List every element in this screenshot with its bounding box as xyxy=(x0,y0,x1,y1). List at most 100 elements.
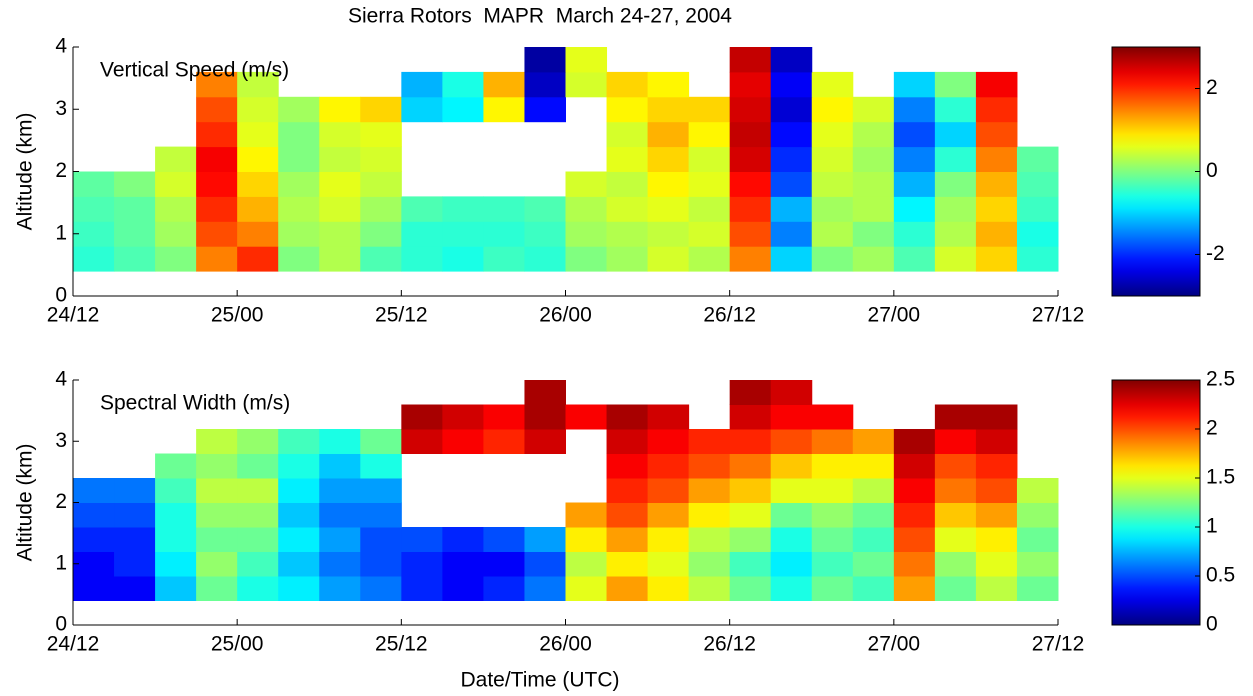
heatmap-cell xyxy=(565,404,608,430)
x-tick-label: 27/00 xyxy=(868,633,921,656)
heatmap-cell xyxy=(893,502,936,528)
heatmap-cell xyxy=(934,221,977,247)
heatmap-cell xyxy=(524,551,566,577)
heatmap-cell xyxy=(688,551,731,577)
heatmap-cell xyxy=(647,121,690,148)
x-tick-label: 27/00 xyxy=(868,304,921,327)
heatmap-cell xyxy=(975,453,1018,479)
heatmap-cell xyxy=(770,47,813,73)
heatmap-cell xyxy=(319,246,361,272)
heatmap-cell xyxy=(360,551,402,577)
y-tick-label: 4 xyxy=(55,368,67,391)
heatmap-cell xyxy=(360,478,402,503)
heatmap-cell xyxy=(524,96,566,123)
heatmap-cell xyxy=(114,246,156,272)
heatmap-cell xyxy=(1016,146,1059,172)
heatmap-cell xyxy=(893,576,936,601)
heatmap-cell xyxy=(73,246,115,272)
heatmap-cell xyxy=(647,527,690,552)
heatmap-cell xyxy=(688,429,731,454)
heatmap-cell xyxy=(319,453,361,479)
heatmap-cell xyxy=(237,551,279,577)
heatmap-cell xyxy=(975,146,1018,172)
heatmap-cell xyxy=(401,196,443,222)
heatmap-cell xyxy=(893,551,936,577)
heatmap-cell xyxy=(1016,221,1059,247)
heatmap-cell xyxy=(155,478,197,503)
heatmap-cell xyxy=(483,551,525,577)
heatmap-cell xyxy=(442,527,484,552)
heatmap-cell xyxy=(770,527,813,552)
heatmap-cell xyxy=(237,196,279,222)
heatmap-cell xyxy=(852,196,895,222)
heatmap-cell xyxy=(196,196,238,222)
heatmap-cell xyxy=(524,246,566,272)
heatmap-cell xyxy=(1016,246,1059,272)
heatmap-cell xyxy=(360,221,402,247)
heatmap-cell xyxy=(442,404,484,430)
colorbar xyxy=(1111,46,1201,297)
heatmap-cell xyxy=(688,246,731,272)
heatmap-cell xyxy=(237,576,279,601)
heatmap-cell xyxy=(729,551,772,577)
heatmap-cell xyxy=(893,246,936,272)
heatmap-cell xyxy=(278,146,320,172)
heatmap-cell xyxy=(975,71,1018,98)
heatmap-cell xyxy=(852,576,895,601)
heatmap-cell xyxy=(319,171,361,197)
heatmap-cell xyxy=(811,478,854,503)
heatmap-cell xyxy=(278,121,320,148)
heatmap-cell xyxy=(155,527,197,552)
heatmap-cell xyxy=(975,502,1018,528)
heatmap-cell xyxy=(811,121,854,148)
heatmap-cell xyxy=(114,478,156,503)
heatmap-cell xyxy=(647,196,690,222)
heatmap-cell xyxy=(237,429,279,454)
heatmap-cell xyxy=(934,121,977,148)
heatmap-cell xyxy=(114,551,156,577)
heatmap-cell xyxy=(360,429,402,454)
heatmap-cell xyxy=(647,71,690,98)
heatmap-cell xyxy=(852,171,895,197)
heatmap-cell xyxy=(934,96,977,123)
heatmap-cell xyxy=(401,71,443,98)
x-tick-label: 26/12 xyxy=(703,633,756,656)
heatmap-cell xyxy=(155,146,197,172)
heatmap-cell xyxy=(237,453,279,479)
heatmap-cell xyxy=(688,453,731,479)
heatmap-cell xyxy=(401,527,443,552)
heatmap-cell xyxy=(811,502,854,528)
heatmap-cell xyxy=(401,404,443,430)
x-tick-label: 24/12 xyxy=(47,304,100,327)
heatmap-cell xyxy=(975,478,1018,503)
heatmap-cell xyxy=(565,576,608,601)
heatmap-cell xyxy=(811,71,854,98)
heatmap-cell xyxy=(524,47,566,73)
heatmap-cell xyxy=(811,527,854,552)
heatmap-cell xyxy=(934,429,977,454)
heatmap-cell xyxy=(442,246,484,272)
heatmap-cell xyxy=(606,221,649,247)
heatmap-cell xyxy=(565,196,608,222)
heatmap-cell xyxy=(647,221,690,247)
heatmap-cell xyxy=(483,221,525,247)
heatmap-cell xyxy=(606,502,649,528)
heatmap-cell xyxy=(196,527,238,552)
heatmap-cell xyxy=(770,478,813,503)
x-tick-label: 26/12 xyxy=(703,304,756,327)
heatmap-cell xyxy=(606,171,649,197)
heatmap-cell xyxy=(278,551,320,577)
heatmap-cell xyxy=(606,146,649,172)
heatmap-cell xyxy=(770,196,813,222)
heatmap-cell xyxy=(975,527,1018,552)
heatmap-cell xyxy=(688,196,731,222)
y-tick-label: 1 xyxy=(55,221,67,244)
heatmap-cell xyxy=(1016,171,1059,197)
y-tick-label: 2 xyxy=(55,490,67,513)
heatmap-cell xyxy=(770,246,813,272)
heatmap-cell xyxy=(770,404,813,430)
y-tick-label: 0 xyxy=(55,284,67,307)
heatmap-cell xyxy=(893,196,936,222)
heatmap-cell xyxy=(155,551,197,577)
